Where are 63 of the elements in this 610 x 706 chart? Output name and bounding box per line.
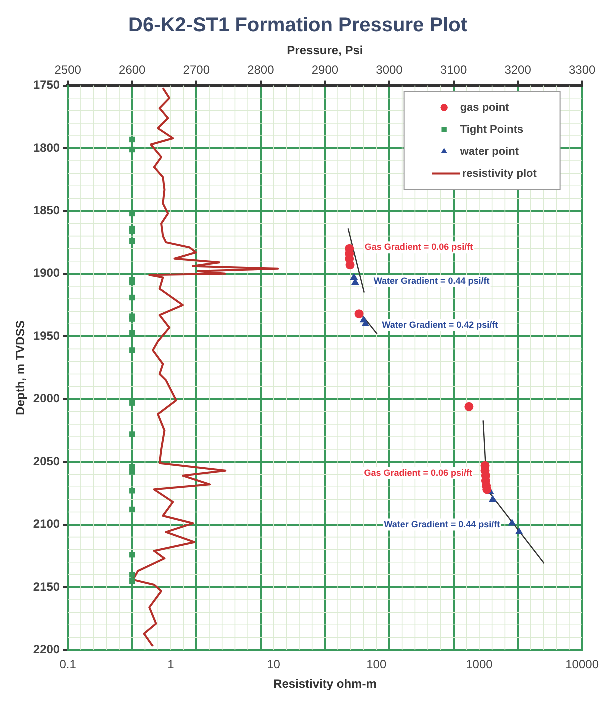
x-tick-label: 3300 — [568, 62, 596, 77]
point — [130, 488, 136, 494]
point — [130, 238, 136, 244]
x-tick-label: 2500 — [54, 62, 82, 77]
x2-tick-label: 10 — [267, 658, 281, 672]
point — [346, 260, 355, 270]
point — [130, 572, 136, 578]
annotation: Water Gradient = 0.44 psi/ft — [384, 519, 500, 530]
point — [130, 469, 136, 475]
x2-tick-label: 10000 — [566, 658, 600, 672]
x2-tick-label: 1 — [168, 658, 175, 672]
x-axis-title: Pressure, Psi — [287, 44, 364, 58]
point — [130, 228, 136, 234]
y-tick-label: 1750 — [33, 78, 60, 92]
x2-axis-title: Resistivity ohm-m — [274, 677, 377, 692]
x2-tick-label: 1000 — [466, 658, 494, 672]
point — [130, 146, 136, 153]
point — [130, 506, 136, 513]
y-tick-label: 2150 — [33, 580, 60, 594]
point — [508, 519, 516, 526]
y-tick-label: 2000 — [33, 392, 60, 406]
x-tick-label: 2700 — [183, 62, 210, 77]
y-tick-label: 1850 — [33, 204, 60, 218]
legend-label: water point — [459, 146, 520, 158]
point — [489, 495, 497, 502]
x-tick-label: 2800 — [248, 62, 275, 77]
legend-label: resistivity plot — [462, 168, 538, 180]
y-tick-label: 2200 — [33, 642, 60, 657]
point — [130, 348, 136, 354]
point — [515, 528, 524, 535]
point — [362, 320, 370, 326]
x-tick-label: 3100 — [440, 62, 468, 77]
annotation: Gas Gradient = 0.06 psi/ft — [364, 468, 473, 478]
chart-title: D6-K2-ST1 Formation Pressure Plot — [128, 14, 468, 37]
y-tick-label: 1800 — [33, 140, 60, 155]
x2-tick-label: 0.1 — [60, 658, 77, 672]
annotation: Gas Gradient = 0.06 psi/ft — [364, 242, 474, 252]
point — [130, 400, 136, 406]
y-tick-label: 1900 — [33, 266, 60, 280]
point — [350, 273, 358, 280]
y-tick-label: 1950 — [33, 328, 60, 343]
x-tick-label: 2900 — [312, 62, 339, 77]
y-tick-label: 2100 — [33, 517, 60, 532]
point — [130, 294, 136, 301]
annotation: Water Gradient = 0.42 psi/ft — [382, 320, 498, 330]
x-tick-label: 3000 — [376, 62, 404, 77]
point — [130, 316, 136, 322]
annotation: Water Gradient = 0.44 psi/ft — [374, 276, 490, 286]
point — [130, 432, 136, 438]
x2-tick-label: 100 — [366, 658, 387, 672]
point — [130, 330, 136, 336]
legend-label: Tight Points — [460, 124, 524, 136]
point — [130, 578, 136, 584]
point — [130, 136, 136, 143]
point — [130, 552, 136, 558]
y-tick-label: 2050 — [33, 454, 60, 468]
point — [130, 280, 136, 286]
x-tick-label: 2600 — [119, 62, 146, 77]
y-axis-title: Depth, m TVDSS — [14, 320, 28, 416]
point — [464, 402, 474, 412]
x-tick-label: 3200 — [504, 62, 532, 77]
point — [354, 310, 364, 319]
legend-label: gas point — [460, 102, 510, 114]
